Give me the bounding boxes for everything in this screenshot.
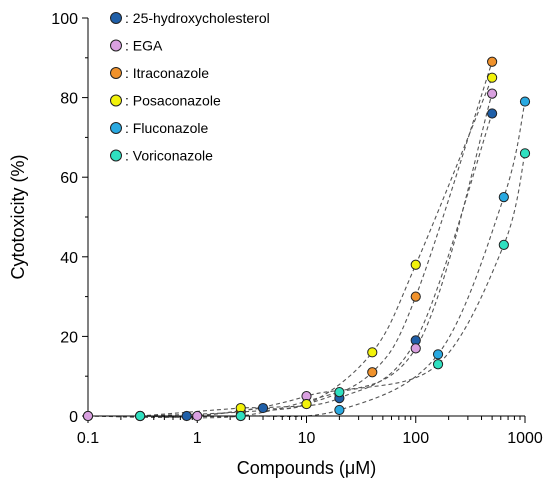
data-point — [367, 347, 378, 358]
data-point — [192, 410, 203, 422]
x-tick-label: 100 — [402, 430, 429, 447]
legend-label: : 25-hydroxycholesterol — [125, 10, 270, 26]
legend: : 25-hydroxycholesterol : EGA : Itraconazo… — [110, 10, 270, 164]
data-point — [432, 349, 444, 360]
y-axis-title: Cytotoxicity (%) — [8, 154, 28, 279]
data-point — [487, 56, 498, 67]
data-point — [519, 148, 531, 159]
data-point — [487, 88, 498, 99]
data-point — [487, 108, 498, 119]
data-point — [410, 291, 421, 302]
data-points — [82, 56, 531, 422]
data-point — [82, 410, 94, 422]
x-tick-label: 0.1 — [77, 430, 99, 447]
legend-label: : Fluconazole — [125, 120, 208, 136]
y-tick-label: 80 — [60, 91, 78, 108]
series-connector-1 — [87, 93, 493, 419]
data-point — [135, 410, 146, 422]
legend-marker — [110, 149, 122, 162]
ticks: 0 20 40 60 80 100 0.1 1 10 100 1000 — [51, 11, 543, 447]
series-connector-2 — [140, 61, 493, 417]
series-connector-5 — [140, 153, 526, 419]
data-point — [410, 259, 421, 270]
data-point — [301, 398, 312, 410]
legend-label: : Voriconazole — [125, 148, 213, 164]
legend-label: : Posaconazole — [125, 93, 221, 109]
y-tick-label: 60 — [60, 170, 78, 187]
data-point — [235, 410, 246, 422]
data-point — [487, 72, 498, 83]
data-point — [410, 343, 421, 354]
data-point — [519, 96, 531, 107]
x-axis-title: Compounds (μM) — [237, 458, 376, 478]
data-point — [432, 359, 444, 370]
legend-marker — [110, 122, 122, 134]
series-connectors — [87, 61, 526, 419]
legend-marker — [110, 12, 122, 24]
data-point — [498, 239, 509, 250]
x-tick-label: 1000 — [507, 430, 543, 447]
legend-marker — [110, 39, 122, 52]
data-point — [257, 402, 269, 414]
data-point — [181, 410, 192, 422]
legend-marker — [110, 67, 122, 79]
legend-label: : EGA — [125, 38, 163, 54]
y-tick-label: 20 — [60, 329, 78, 346]
legend-label: : Itraconazole — [125, 65, 209, 81]
data-point — [334, 404, 345, 416]
data-point — [367, 367, 378, 378]
data-point — [498, 192, 509, 203]
data-point — [334, 387, 345, 398]
x-tick-label: 10 — [298, 430, 316, 447]
y-tick-label: 0 — [69, 409, 78, 426]
x-tick-label: 1 — [193, 430, 202, 447]
legend-marker — [110, 94, 122, 107]
y-tick-label: 40 — [60, 250, 78, 267]
y-tick-label: 100 — [51, 11, 78, 28]
